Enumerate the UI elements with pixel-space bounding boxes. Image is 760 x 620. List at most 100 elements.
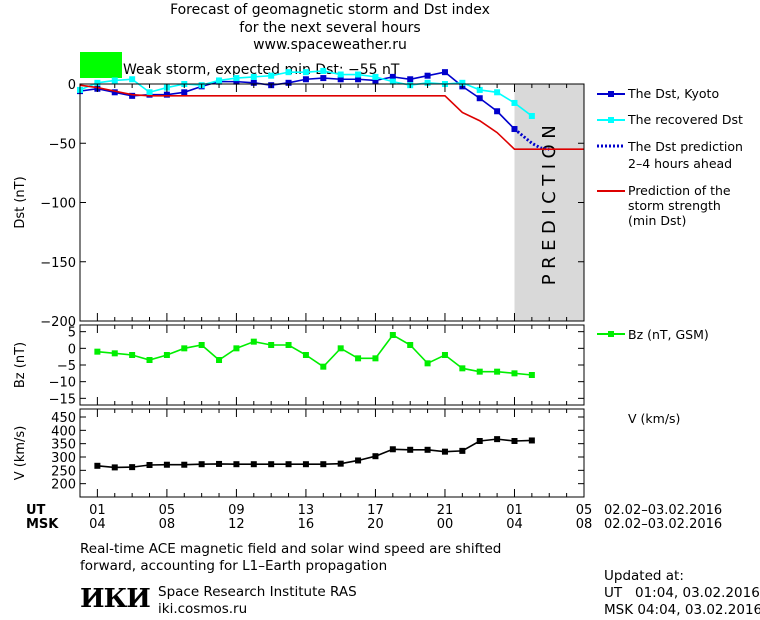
- data-point: [268, 342, 275, 348]
- data-point: [337, 76, 344, 83]
- data-point: [163, 91, 170, 98]
- series-the-recovered-dst: [77, 67, 535, 119]
- data-point: [129, 92, 136, 99]
- panel-border: [79, 324, 585, 406]
- y-tick-label: −15: [49, 392, 76, 407]
- prediction-label: PREDICTION: [539, 120, 560, 285]
- legend-swatches: [597, 91, 625, 337]
- legend-label-storm-strength-3: (min Dst): [628, 213, 687, 228]
- data-point: [459, 447, 466, 454]
- data-point: [389, 73, 396, 80]
- data-point: [511, 370, 518, 377]
- data-point: [181, 89, 188, 96]
- series-prediction-of-the-storm-strength-min-dst-: [79, 84, 584, 150]
- data-point: [250, 338, 257, 345]
- updated-msk: MSK 04:04, 03.02.2016: [604, 602, 760, 618]
- data-point: [355, 457, 362, 464]
- data-point: [250, 79, 257, 86]
- data-point: [511, 99, 518, 106]
- data-point: [528, 112, 535, 119]
- data-point: [372, 453, 379, 460]
- series-line: [97, 333, 532, 376]
- y-tick-label: 5: [68, 326, 76, 341]
- legend-label-storm-strength-1: Prediction of the: [628, 183, 731, 198]
- data-point: [494, 89, 501, 96]
- panel-1-frame: 0 −50 −100 −150 −200 Dst (nT): [13, 78, 585, 330]
- data-point: [94, 462, 101, 469]
- data-point: [250, 461, 257, 468]
- prediction-band: [514, 84, 584, 321]
- y-tick-label: −10: [49, 376, 76, 391]
- data-point: [441, 69, 448, 76]
- data-point: [528, 437, 535, 444]
- data-point: [129, 76, 136, 83]
- data-point: [181, 461, 188, 468]
- data-point: [476, 95, 483, 102]
- iki-logo: ИКИ: [80, 584, 151, 614]
- storm-level-swatch: [80, 52, 122, 78]
- msk-tick-label: 20: [367, 517, 384, 532]
- ut-tick-label: 13: [298, 503, 315, 518]
- y-tick-label: −150: [40, 256, 76, 271]
- legend-label-dst-recovered: The recovered Dst: [628, 112, 743, 127]
- data-point: [320, 363, 327, 370]
- y-tick-label: 450: [51, 411, 76, 426]
- institute-name[interactable]: Space Research Institute RAS: [158, 584, 357, 600]
- chart-title: Forecast of geomagnetic storm and Dst in…: [170, 2, 490, 18]
- data-point: [94, 348, 101, 355]
- updated-label: Updated at:: [604, 568, 684, 584]
- legend-label-dst-prediction-2: 2–4 hours ahead: [628, 156, 733, 171]
- y-axis-label: Dst (nT): [13, 176, 28, 228]
- data-point: [494, 368, 501, 375]
- ut-axis-label: UT: [26, 503, 46, 518]
- y-tick-label: −200: [40, 315, 76, 330]
- data-point: [129, 352, 136, 358]
- series-the-dst-kyoto: [77, 69, 518, 133]
- data-point: [389, 332, 396, 338]
- data-point: [337, 460, 344, 467]
- data-point: [233, 345, 240, 352]
- ut-tick-label: 01: [89, 503, 106, 518]
- msk-date-range: 02.02–03.02.2016: [604, 517, 723, 532]
- ut-tick-label: 21: [437, 503, 454, 518]
- ut-tick-label: 17: [367, 503, 384, 518]
- series-line: [97, 438, 532, 469]
- data-point: [459, 365, 466, 372]
- ace-note-line2: forward, accounting for L1–Earth propaga…: [80, 558, 388, 574]
- data-point: [389, 446, 396, 453]
- data-point: [389, 78, 396, 85]
- legend-swatch-dst-recovered: [597, 117, 625, 123]
- data-point: [494, 108, 501, 115]
- data-point: [285, 79, 292, 86]
- msk-tick-label: 08: [576, 517, 593, 532]
- data-point: [424, 446, 431, 453]
- data-point: [320, 461, 327, 468]
- data-point: [198, 461, 205, 468]
- data-point: [407, 76, 414, 83]
- data-point: [111, 89, 118, 96]
- msk-tick-label: 00: [437, 517, 454, 532]
- legend-swatch-bz: [597, 331, 625, 337]
- ut-tick-label: 01: [506, 503, 523, 518]
- y-tick-label: 0: [68, 78, 76, 93]
- series-line: [79, 84, 584, 150]
- data-point: [302, 461, 309, 468]
- data-point: [216, 357, 223, 363]
- ut-date-range: 02.02–03.02.2016: [604, 503, 723, 518]
- data-point: [476, 438, 483, 444]
- legend-label-bz: Bz (nT, GSM): [628, 327, 709, 342]
- data-point: [111, 77, 118, 84]
- msk-tick-label: 08: [159, 517, 176, 532]
- data-point: [372, 355, 379, 362]
- data-point: [337, 345, 344, 352]
- data-point: [441, 448, 448, 455]
- data-point: [372, 73, 379, 80]
- institute-site-link[interactable]: iki.cosmos.ru: [158, 601, 248, 617]
- data-point: [476, 86, 483, 93]
- data-point: [528, 372, 535, 378]
- legend-swatch-dst-kyoto: [597, 91, 625, 97]
- site-url: www.spaceweather.ru: [253, 37, 407, 53]
- data-point: [355, 355, 362, 362]
